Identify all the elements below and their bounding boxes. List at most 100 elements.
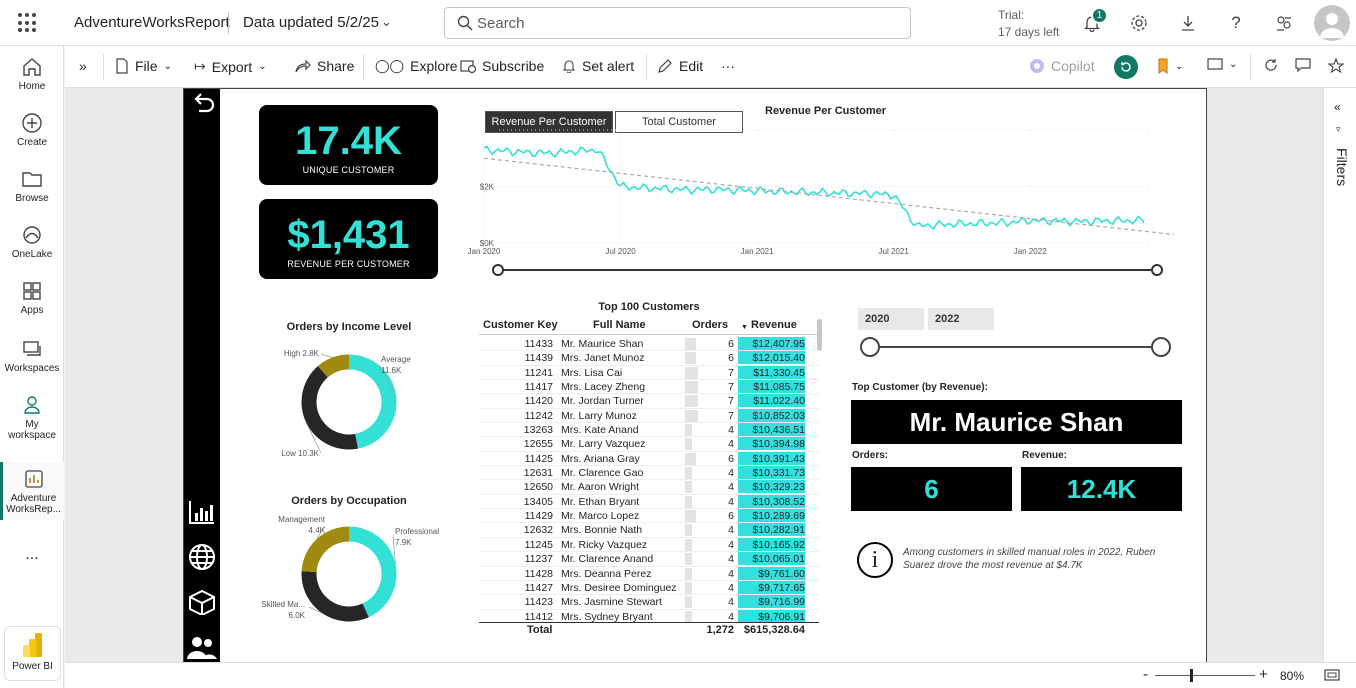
cell-full-name: Mrs. Desiree Dominguez	[561, 582, 691, 594]
nav-apps[interactable]: Apps	[0, 280, 64, 316]
year-slicer-track[interactable]	[870, 346, 1160, 348]
nav-home[interactable]: Home	[0, 56, 64, 92]
occupation-donut-chart[interactable]: Professional 7.9K Skilled Ma... 6.0K Managem…	[259, 511, 449, 641]
expand-icon[interactable]: »	[79, 58, 87, 74]
revenue-line-chart[interactable]: $0K $2K Jan 2020 Jul 2020 Jan 2021 Jul 2021 Ja…	[459, 125, 1174, 275]
table-scrollbar[interactable]	[817, 319, 822, 351]
table-body[interactable]: 11433 Mr. Maurice Shan 6 $12,407.95 11439 Mrs…	[479, 337, 819, 622]
refresh-visuals-button[interactable]	[1114, 55, 1138, 79]
table-row[interactable]: 13263 Mrs. Kate Anand 4 $10,436.51	[479, 423, 819, 437]
zoom-out-button[interactable]: -	[1143, 666, 1148, 683]
sort-desc-icon[interactable]: ▼	[741, 324, 748, 331]
table-row[interactable]: 11428 Mrs. Deanna Perez 4 $9,761.60	[479, 567, 819, 581]
revenue-per-customer-card[interactable]: $1,431 REVENUE PER CUSTOMER	[259, 199, 438, 279]
powerbi-switcher[interactable]: Power BI	[4, 626, 61, 681]
view-menu[interactable]: ⌄	[1207, 58, 1237, 70]
year-slicer-start-handle[interactable]	[860, 337, 880, 357]
nav-my-workspace-label: My	[25, 419, 38, 430]
search-box[interactable]	[444, 7, 911, 39]
nav-report[interactable]: Adventure WorksRep...	[0, 462, 64, 520]
zoom-in-button[interactable]: +	[1259, 666, 1268, 683]
year-slicer-end-handle[interactable]	[1151, 337, 1171, 357]
table-row[interactable]: 11427 Mrs. Desiree Dominguez 4 $9,717.65	[479, 581, 819, 595]
collapse-icon[interactable]: «	[1334, 100, 1341, 114]
table-row[interactable]: 12650 Mr. Aaron Wright 4 $10,329.23	[479, 480, 819, 494]
settings-icon[interactable]	[1128, 12, 1150, 34]
table-row[interactable]: 11412 Mrs. Sydney Bryant 4 $9,706.91	[479, 610, 819, 622]
zoom-slider[interactable]	[1155, 675, 1255, 676]
nav-browse[interactable]: Browse	[0, 168, 64, 204]
table-row[interactable]: 12655 Mr. Larry Vazquez 4 $10,394.98	[479, 437, 819, 451]
table-row[interactable]: 12631 Mr. Clarence Gao 4 $10,331.73	[479, 466, 819, 480]
comment-icon[interactable]	[1295, 58, 1311, 72]
table-row[interactable]: 11237 Mr. Clarence Anand 4 $10,065.01	[479, 552, 819, 566]
apps-icon	[21, 280, 43, 302]
nav-my-workspace[interactable]: My workspace	[0, 394, 64, 441]
copilot-button[interactable]: Copilot	[1029, 58, 1095, 74]
export-menu[interactable]: ↦ Export ⌄	[194, 58, 267, 75]
edit-button[interactable]: Edit	[657, 58, 703, 74]
date-range-end-handle[interactable]	[1151, 264, 1163, 276]
nav-create[interactable]: Create	[0, 112, 64, 148]
top-revenue-label: Revenue:	[1022, 450, 1067, 461]
search-input[interactable]	[477, 13, 897, 33]
chevron-down-icon[interactable]: ⌄	[381, 14, 392, 30]
cell-revenue: $10,391.43	[738, 452, 805, 465]
table-row[interactable]: 11433 Mr. Maurice Shan 6 $12,407.95	[479, 337, 819, 351]
zoom-slider-thumb[interactable]	[1190, 669, 1193, 682]
cell-customer-key: 11241	[479, 367, 553, 379]
share-button[interactable]: Share	[295, 58, 354, 74]
feedback-icon[interactable]	[1273, 12, 1295, 34]
slicer-end-year[interactable]: 2022	[928, 308, 994, 330]
product-box-icon[interactable]	[188, 589, 216, 615]
back-arrow-icon[interactable]	[189, 93, 215, 117]
col-full-name[interactable]: Full Name	[593, 319, 646, 331]
nav-more[interactable]: ...	[0, 546, 64, 564]
col-customer-key[interactable]: Customer Key	[483, 319, 558, 331]
explore-button[interactable]: ◯◯ Explore	[375, 58, 458, 74]
date-range-track[interactable]	[498, 269, 1158, 271]
avatar[interactable]	[1314, 5, 1350, 41]
table-row[interactable]: 11423 Mrs. Jasmine Stewart 4 $9,716.99	[479, 595, 819, 609]
cell-orders: 6	[694, 338, 734, 350]
customers-icon[interactable]	[187, 635, 217, 661]
bookmark-menu[interactable]: ⌄	[1157, 58, 1183, 74]
table-row[interactable]: 11429 Mr. Marco Lopez 6 $10,289.69	[479, 509, 819, 523]
report-page: 17.4K UNIQUE CUSTOMER $1,431 REVENUE PER…	[183, 88, 1207, 663]
bar-chart-page-icon[interactable]	[188, 499, 216, 525]
unique-customer-card[interactable]: 17.4K UNIQUE CUSTOMER	[259, 105, 438, 185]
table-row[interactable]: 11417 Mrs. Lacey Zheng 7 $11,085.75	[479, 380, 819, 394]
table-row[interactable]: 12632 Mrs. Bonnie Nath 4 $10,282.91	[479, 523, 819, 537]
data-updated-label[interactable]: Data updated 5/2/25	[243, 14, 379, 31]
app-launcher-icon[interactable]	[18, 13, 38, 33]
income-level-donut-chart[interactable]: Average 11.6K Low 10.3K High 2.8K	[259, 339, 449, 469]
table-row[interactable]: 11439 Mrs. Janet Munoz 6 $12,015.40	[479, 351, 819, 365]
cell-customer-key: 11423	[479, 596, 553, 608]
table-row[interactable]: 11242 Mr. Larry Munoz 7 $10,852.03	[479, 409, 819, 423]
more-options-icon[interactable]: ···	[721, 58, 735, 74]
globe-icon[interactable]	[188, 543, 216, 571]
table-row[interactable]: 11425 Mrs. Ariana Gray 6 $10,391.43	[479, 452, 819, 466]
col-revenue[interactable]: Revenue	[751, 319, 797, 331]
fit-to-page-icon[interactable]	[1324, 669, 1340, 681]
help-icon[interactable]: ?	[1225, 12, 1247, 34]
slicer-start-year[interactable]: 2020	[858, 308, 924, 330]
refresh-icon[interactable]	[1264, 58, 1278, 72]
favorite-star-icon[interactable]	[1328, 58, 1344, 74]
download-icon[interactable]	[1177, 12, 1199, 34]
subscribe-button[interactable]: Subscribe	[460, 58, 544, 74]
filters-pane[interactable]: « ▿ Filters	[1323, 88, 1356, 662]
date-range-start-handle[interactable]	[492, 264, 504, 276]
nav-onelake[interactable]: OneLake	[0, 224, 64, 260]
table-row[interactable]: 11245 Mr. Ricky Vazquez 4 $10,165.92	[479, 538, 819, 552]
table-row[interactable]: 11241 Mrs. Lisa Cai 7 $11,330.45	[479, 366, 819, 380]
cell-customer-key: 11425	[479, 453, 553, 465]
set-alert-button[interactable]: Set alert	[562, 58, 634, 74]
col-orders[interactable]: Orders	[692, 319, 728, 331]
table-row[interactable]: 13405 Mr. Ethan Bryant 4 $10,308.52	[479, 495, 819, 509]
table-row[interactable]: 11420 Mr. Jordan Turner 7 $11,022.40	[479, 394, 819, 408]
report-name[interactable]: AdventureWorksReport	[74, 14, 230, 31]
file-menu[interactable]: File ⌄	[115, 58, 172, 74]
nav-workspaces[interactable]: Workspaces	[0, 338, 64, 374]
donut-slice	[302, 571, 369, 621]
